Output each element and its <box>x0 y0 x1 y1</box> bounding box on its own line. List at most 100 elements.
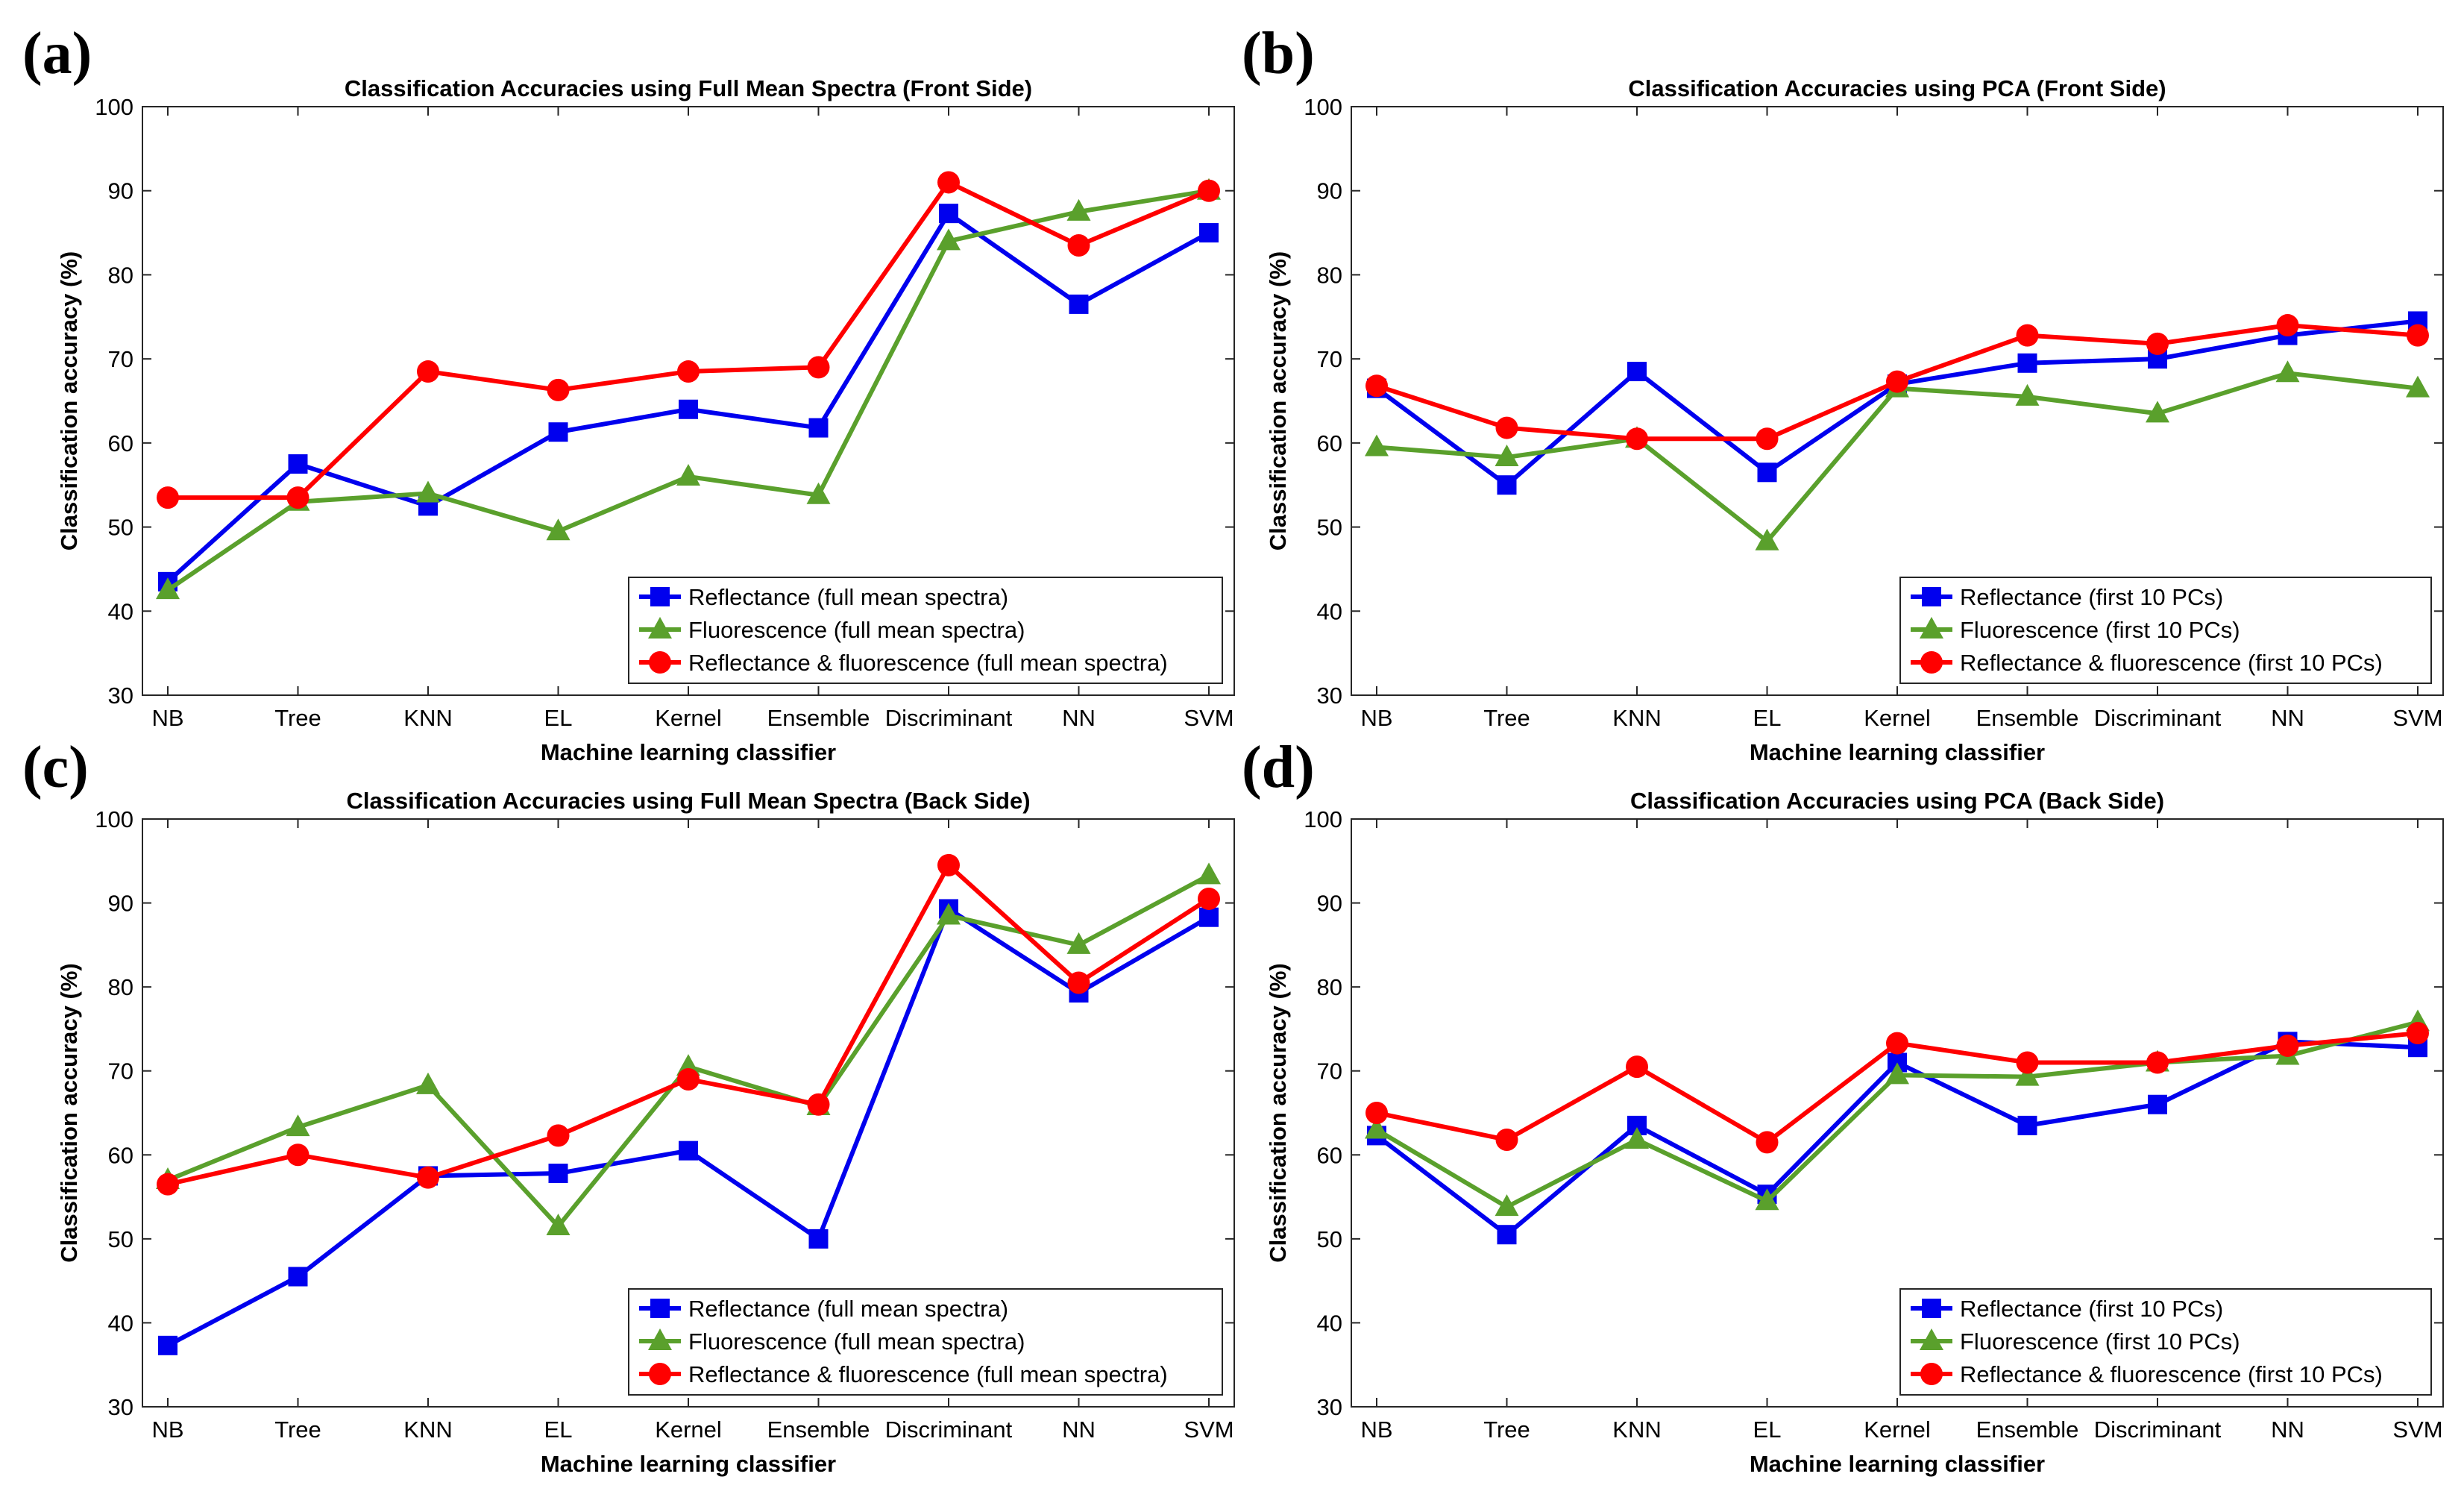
x-tick-label: Kernel <box>655 1416 722 1443</box>
data-point-triangle <box>1495 445 1519 467</box>
data-point-circle <box>547 378 570 401</box>
data-point-triangle <box>1066 198 1091 221</box>
data-point-triangle <box>676 463 700 486</box>
data-point-square <box>2017 1115 2037 1135</box>
x-tick-label: Discriminant <box>2094 705 2222 731</box>
legend-entry: Reflectance (full mean spectra) <box>688 1296 1008 1322</box>
x-tick-label: SVM <box>1184 1416 1233 1443</box>
x-tick-label: NB <box>1360 1416 1392 1443</box>
y-tick-label: 40 <box>1317 598 1342 624</box>
legend-marker-circle <box>1920 1363 1943 1385</box>
data-point-circle <box>2146 1051 2169 1074</box>
y-tick-label: 90 <box>108 178 133 204</box>
y-tick-label: 60 <box>1317 1142 1342 1168</box>
y-tick-label: 30 <box>1317 683 1342 709</box>
y-tick-label: 100 <box>1304 94 1342 120</box>
x-tick-label: NB <box>151 1416 183 1443</box>
data-point-triangle <box>1755 528 1779 550</box>
x-tick-label: Discriminant <box>2094 1416 2222 1443</box>
legend-marker-square <box>1922 1299 1941 1318</box>
x-tick-label: Tree <box>1483 705 1530 731</box>
x-tick-label: EL <box>1753 705 1782 731</box>
chart-title: Classification Accuracies using PCA (Bac… <box>1630 788 2164 814</box>
data-point-circle <box>1198 179 1220 202</box>
chart-title: Classification Accuracies using Full Mea… <box>346 788 1030 814</box>
data-point-square <box>1199 907 1219 927</box>
y-tick-label: 100 <box>95 806 133 832</box>
data-point-square <box>2148 1094 2167 1114</box>
y-tick-label: 80 <box>108 974 133 1000</box>
data-point-circle <box>1495 1129 1518 1152</box>
y-tick-label: 50 <box>108 1226 133 1252</box>
y-tick-label: 50 <box>108 515 133 541</box>
y-tick-label: 80 <box>1317 262 1342 288</box>
data-point-circle <box>1756 427 1779 451</box>
y-tick-label: 60 <box>108 1142 133 1168</box>
x-tick-label: Tree <box>274 705 321 731</box>
data-point-circle <box>157 486 179 509</box>
panel-label: (c) <box>22 735 89 800</box>
data-point-circle <box>547 1124 570 1147</box>
data-point-triangle <box>1885 1062 1909 1085</box>
data-point-triangle <box>2275 360 2300 383</box>
data-point-square <box>1627 362 1647 382</box>
y-tick-label: 70 <box>1317 346 1342 372</box>
data-point-circle <box>1626 1055 1648 1079</box>
x-tick-label: NN <box>1062 705 1096 731</box>
data-point-square <box>548 422 568 442</box>
legend-entry: Reflectance & fluorescence (first 10 PCs… <box>1960 650 2383 676</box>
data-point-circle <box>937 853 960 876</box>
data-point-triangle <box>286 1114 310 1137</box>
legend-marker-circle <box>649 651 671 674</box>
x-tick-label: NN <box>2271 705 2304 731</box>
x-tick-label: SVM <box>2392 1416 2442 1443</box>
legend-box <box>1899 577 2432 684</box>
x-tick-label: Tree <box>274 1416 321 1443</box>
data-point-square <box>1497 475 1517 495</box>
panel-label: (b) <box>1242 21 1315 87</box>
data-point-square <box>288 454 308 474</box>
x-tick-label: Ensemble <box>1976 705 2079 731</box>
legend-marker-circle <box>1920 651 1943 674</box>
y-tick-label: 100 <box>95 94 133 120</box>
data-point-triangle <box>1365 1117 1389 1139</box>
chart-panel-1: (a) Classification Accuracies using Full … <box>22 21 1235 765</box>
data-point-circle <box>1756 1131 1779 1154</box>
chart-title: Classification Accuracies using Full Mea… <box>345 75 1032 101</box>
y-tick-label: 50 <box>1317 1226 1342 1252</box>
y-axis-label: Classification accuracy (%) <box>1265 963 1291 1262</box>
y-tick-label: 30 <box>108 1394 133 1420</box>
legend-entry: Fluorescence (full mean spectra) <box>688 1328 1025 1355</box>
data-point-triangle <box>416 1072 440 1094</box>
x-tick-label: KNN <box>1612 705 1661 731</box>
data-point-square <box>679 399 698 419</box>
y-tick-label: 40 <box>1317 1310 1342 1336</box>
y-tick-label: 30 <box>108 683 133 709</box>
y-tick-label: 90 <box>1317 178 1342 204</box>
data-point-circle <box>1067 233 1090 257</box>
data-point-circle <box>2146 332 2169 355</box>
x-tick-label: Kernel <box>655 705 722 731</box>
legend-entry: Fluorescence (full mean spectra) <box>688 617 1025 643</box>
x-axis-label: Machine learning classifier <box>541 739 836 765</box>
data-point-circle <box>937 171 960 194</box>
data-point-square <box>548 1164 568 1184</box>
y-tick-label: 70 <box>108 1058 133 1085</box>
data-point-triangle <box>1625 1127 1649 1149</box>
data-point-triangle <box>806 482 831 504</box>
data-point-triangle <box>1495 1194 1519 1217</box>
data-point-circle <box>286 1143 309 1167</box>
y-tick-label: 80 <box>1317 974 1342 1000</box>
legend-marker-circle <box>649 1363 671 1385</box>
panel-label: (d) <box>1242 735 1315 800</box>
x-tick-label: Ensemble <box>767 1416 870 1443</box>
data-point-circle <box>677 1067 700 1091</box>
data-point-square <box>2017 353 2037 373</box>
data-point-circle <box>417 1166 439 1189</box>
y-tick-label: 90 <box>108 891 133 917</box>
x-tick-label: Tree <box>1483 1416 1530 1443</box>
x-tick-label: KNN <box>1612 1416 1661 1443</box>
x-tick-label: SVM <box>2392 705 2442 731</box>
data-point-square <box>288 1267 308 1287</box>
legend-entry: Reflectance (full mean spectra) <box>688 584 1008 610</box>
